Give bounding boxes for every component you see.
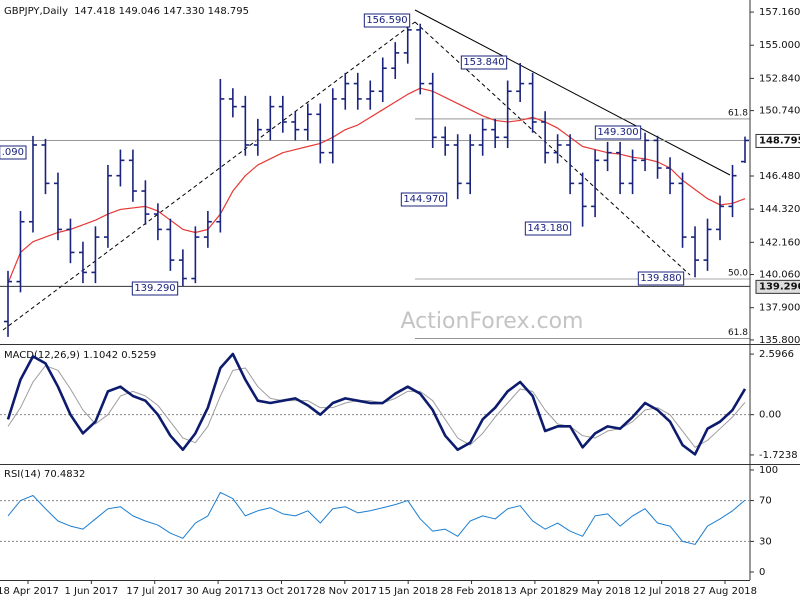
y-tick-label: -1.7238 [759, 450, 798, 461]
y-tick-label: 140.060 [759, 270, 800, 281]
trendline [414, 9, 731, 176]
annotation: 144.970 [403, 194, 444, 205]
annotation: 156.590 [366, 15, 407, 26]
x-tick-label: 30 Aug 2017 [186, 586, 250, 597]
panel-subtitle: 147.418 149.046 147.330 148.795 [74, 6, 249, 17]
x-tick-label: 1 Jun 2017 [64, 586, 118, 597]
annotation: .090 [2, 147, 24, 158]
trendline-dashed [2, 21, 416, 331]
rsi-line [7, 491, 746, 545]
trendline-dashed [414, 21, 691, 276]
watermark: ActionForex.com [401, 309, 584, 334]
x-tick-label: 15 Jan 2018 [378, 586, 438, 597]
x-tick-label: 17 Jul 2017 [126, 586, 183, 597]
panel-title: MACD(12,26,9) 1.1042 0.5259 [4, 350, 156, 361]
panel-title: RSI(14) 70.4832 [4, 469, 85, 480]
price-marker-label: 148.795 [759, 135, 800, 146]
annotation-box [0, 145, 27, 160]
y-tick-label: 70 [759, 496, 772, 507]
y-tick-label: 137.900 [759, 303, 800, 314]
annotation-box [637, 271, 685, 286]
annotation-box [594, 125, 642, 140]
annotation: 153.840 [463, 57, 504, 68]
x-tick-label: 13 Oct 2017 [251, 586, 313, 597]
x-tick-label: 29 May 2018 [566, 586, 631, 597]
y-tick-label: 2.5966 [759, 349, 794, 360]
y-tick-label: 0.00 [759, 410, 781, 421]
y-tick-label: 142.160 [759, 237, 800, 248]
price-marker-box [755, 133, 800, 148]
annotation-box [131, 281, 179, 296]
y-tick-label: 146.480 [759, 171, 800, 182]
y-tick-label: 0 [759, 567, 765, 578]
y-tick-label: 150.740 [759, 106, 800, 117]
x-tick-label: 28 Feb 2018 [440, 586, 502, 597]
x-tick-label: 12 Jul 2018 [633, 586, 690, 597]
y-tick-label: 30 [759, 536, 772, 547]
annotation: 149.300 [597, 127, 638, 138]
moving-average [7, 87, 746, 284]
price-marker-box [755, 279, 800, 294]
y-tick-label: 155.000 [759, 40, 800, 51]
annotation: 139.880 [640, 273, 681, 284]
y-tick-label: 100 [759, 465, 778, 476]
price-marker-label: 139.290 [759, 281, 800, 292]
macd-line [6, 352, 747, 456]
x-tick-label: 13 Apr 2018 [504, 586, 566, 597]
x-tick-label: 28 Nov 2017 [313, 586, 377, 597]
annotation-box [460, 55, 508, 70]
annotation-box [400, 192, 448, 207]
annotation: 143.180 [527, 223, 568, 234]
fib-label: 50.0 [728, 268, 748, 278]
fib-label: 61.8 [728, 108, 748, 118]
annotation-box [363, 13, 411, 28]
annotation-box [524, 221, 572, 236]
x-tick-label: 18 Apr 2017 [0, 586, 59, 597]
x-tick-label: 27 Aug 2018 [693, 586, 757, 597]
y-tick-label: 135.800 [759, 335, 800, 346]
annotation: 139.290 [134, 283, 175, 294]
panel-title: GBPJPY,Daily [4, 6, 68, 17]
y-tick-label: 152.840 [759, 73, 800, 84]
y-tick-label: 144.320 [759, 204, 800, 215]
y-tick-label: 157.160 [759, 7, 800, 18]
fib-label: 61.8 [728, 328, 748, 338]
